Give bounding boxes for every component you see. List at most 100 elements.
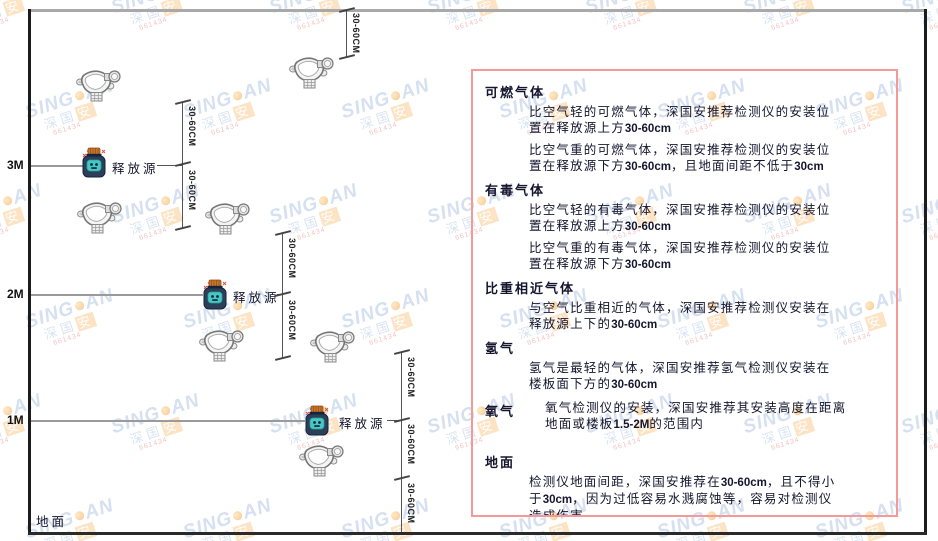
dimension-line-2m [282, 233, 283, 358]
panel-section-heading: 可燃气体 [485, 85, 546, 100]
panel-section-heading: 氧气 [485, 404, 516, 419]
dimension-label: 30-60CM [406, 357, 416, 398]
brand-dot-icon [160, 194, 172, 207]
dimension-label: 30-60CM [187, 170, 197, 211]
dimension-label: 30-60CM [287, 300, 297, 341]
panel-paragraph: 氧气检测仪的安装，深国安推荐其安装高度在距离地面或楼板1.5-2M的范围内 [545, 401, 847, 431]
gas-detector-icon [310, 331, 355, 363]
watermark-contact-text: 661434 [612, 15, 643, 32]
watermark-cjk-text: 深国安 [42, 311, 98, 343]
dimension-label: 30-60CM [287, 238, 297, 279]
dimension-label: 30-60CM [406, 483, 416, 524]
watermark-contact-text: 661434 [138, 225, 169, 242]
brand-dot-icon [318, 194, 330, 207]
dimension-line-ceiling [346, 10, 347, 57]
gas-detector [288, 53, 334, 89]
dimension-line-1m [401, 352, 402, 532]
release-source-label: 释放源 [233, 291, 280, 305]
panel-section-heading: 比重相近气体 [485, 281, 576, 296]
panel-section: 地面 检测仪地面间距，深国安推荐在30-60cm，且不得小于30cm，因为过低容易… [485, 452, 884, 517]
watermark-cjk-text: 深国安 [760, 0, 838, 27]
watermark-contact-text: 661434 [454, 15, 485, 32]
ground-label: 地面 [36, 515, 68, 529]
gas-detector [309, 327, 355, 363]
panel-section-heading: 氢气 [485, 341, 516, 356]
watermark-contact-text: 661434 [0, 15, 11, 32]
watermark-contact-text: 661434 [52, 330, 83, 347]
panel-paragraph: 比空气重的有毒气体，深国安推荐检测仪的安装位置在释放源下方30-60cm [529, 241, 831, 271]
gas-detector-icon [289, 57, 334, 89]
watermark-contact-text: 661434 [368, 120, 399, 137]
release-source-label: 释放源 [112, 162, 159, 176]
brand-dot-icon [74, 509, 86, 522]
watermark-contact-text: 661434 [928, 225, 938, 242]
brand-dot-icon [232, 509, 244, 522]
level-label-1m: 1M [7, 413, 24, 427]
dimension-tick [393, 349, 411, 355]
dimension-label: 30-60CM [406, 424, 416, 465]
release-source-1m [304, 405, 330, 437]
level-line-3m [31, 165, 83, 167]
panel-paragraph: 氢气是最轻的气体，深国安推荐氢气检测仪安装在楼板面下方的30-60cm [529, 361, 831, 391]
right-wall-line [924, 9, 927, 535]
gas-detector [76, 198, 122, 234]
gas-detector [75, 66, 121, 102]
panel-paragraph: 与空气比重相近的气体，深国安推荐检测仪安装在释放源上下的30-60cm [529, 301, 831, 331]
panel-paragraph: 比空气重的可燃气体，深国安推荐检测仪的安装位置在释放源下方30-60cm，且地面… [529, 143, 831, 173]
brand-dot-icon [232, 89, 244, 102]
panel-paragraph: 比空气轻的有毒气体，深国安推荐检测仪的安装位置在释放源上方30-60cm [529, 203, 831, 233]
dimension-tick [393, 475, 411, 481]
panel-section: 氧气 氧气检测仪的安装，深国安推荐其安装高度在距离地面或楼板1.5-2M的范围内 [485, 398, 884, 438]
watermark-cjk-text: 深国安 [358, 515, 436, 541]
gas-detector-icon [76, 70, 121, 102]
watermark-cjk-text: 深国安 [444, 0, 522, 27]
panel-section-heading: 地面 [485, 455, 516, 470]
gas-detector-icon [77, 202, 122, 234]
brand-dot-icon [390, 89, 402, 102]
dimension-tick [338, 54, 356, 60]
brand-dot-icon [390, 299, 402, 312]
dimension-label: 30-60CM [187, 106, 197, 147]
watermark-cjk-text: 深国安 [0, 0, 49, 27]
watermark-cjk-text: 深国安 [128, 0, 206, 27]
level-label-3m: 3M [7, 158, 24, 172]
panel-paragraph: 检测仪地面间距，深国安推荐在30-60cm，且不得小于30cm，因为过低容易水溅… [529, 475, 836, 517]
gas-detector [204, 199, 250, 235]
dimension-tick [393, 417, 411, 423]
watermark-cjk-text: 深国安 [918, 422, 938, 448]
panel-section: 氢气 氢气是最轻的气体，深国安推荐氢气检测仪安装在楼板面下方的30-60cm [485, 338, 884, 393]
release-source-icon [305, 405, 329, 436]
watermark-contact-text: 661434 [0, 225, 11, 242]
watermark-cjk-text: 深国安 [200, 101, 256, 133]
watermark-cjk-text: 深国安 [918, 2, 938, 28]
brand-dot-icon [2, 194, 14, 207]
brand-dot-icon [74, 299, 86, 312]
watermark-contact-text: 661434 [296, 225, 327, 242]
watermark-contact-text: 661434 [0, 435, 11, 452]
release-source-3m [81, 147, 107, 179]
gas-detector-icon [205, 203, 250, 235]
watermark-cjk-text: 深国安 [602, 0, 680, 27]
dimension-tick [174, 161, 192, 167]
brand-dot-icon [160, 404, 172, 417]
watermark-cjk-text: 深国安 [200, 515, 278, 541]
watermark-contact-text: 661434 [928, 15, 938, 32]
leader-line [157, 165, 183, 166]
dimension-tick [274, 230, 292, 236]
panel-paragraph: 比空气轻的可燃气体，深国安推荐检测仪的安装位置在释放源上方30-60cm [529, 105, 831, 135]
gas-detector-icon [199, 330, 244, 362]
watermark-cjk-text: 深国安 [358, 101, 414, 133]
